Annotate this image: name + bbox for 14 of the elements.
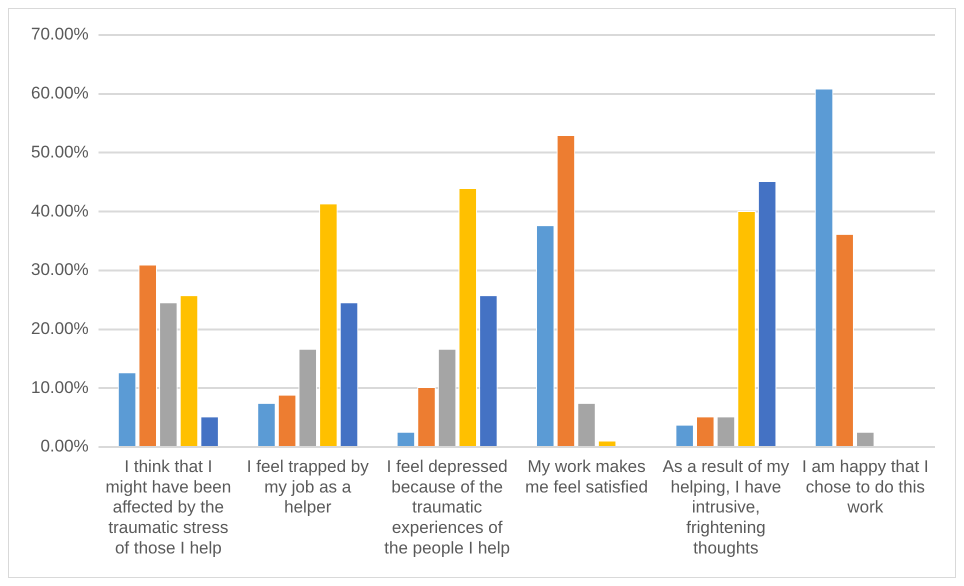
- y-tick-label: 0.00%: [40, 436, 89, 456]
- x-tick-label: I feel depressed because of the traumatic experiences of the people I help: [384, 456, 510, 558]
- x-tick-label: I think that I might have been affected by the traumatic stress of those I help: [106, 456, 232, 558]
- x-tick-label: I feel trapped by my job as a helper: [246, 456, 370, 517]
- y-tick-label: 30.00%: [30, 260, 89, 280]
- y-tick-label: 40.00%: [30, 201, 89, 220]
- y-tick-label: 60.00%: [30, 84, 89, 103]
- x-tick-label: As a result of my helping, I have intrusive, frightening thoughts: [662, 456, 790, 558]
- y-tick-label: 20.00%: [30, 318, 89, 338]
- y-tick-label: 50.00%: [30, 142, 89, 162]
- x-tick-label: My work makes me feel satisfied: [525, 456, 648, 496]
- x-tick-label: I am happy that I chose to do this work: [802, 456, 929, 517]
- y-tick-label: 10.00%: [30, 378, 89, 397]
- y-tick-label: 70.00%: [30, 24, 89, 44]
